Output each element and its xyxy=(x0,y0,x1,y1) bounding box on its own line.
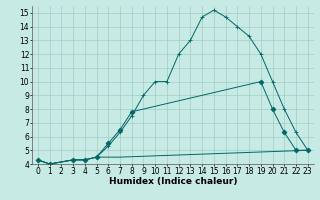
X-axis label: Humidex (Indice chaleur): Humidex (Indice chaleur) xyxy=(108,177,237,186)
